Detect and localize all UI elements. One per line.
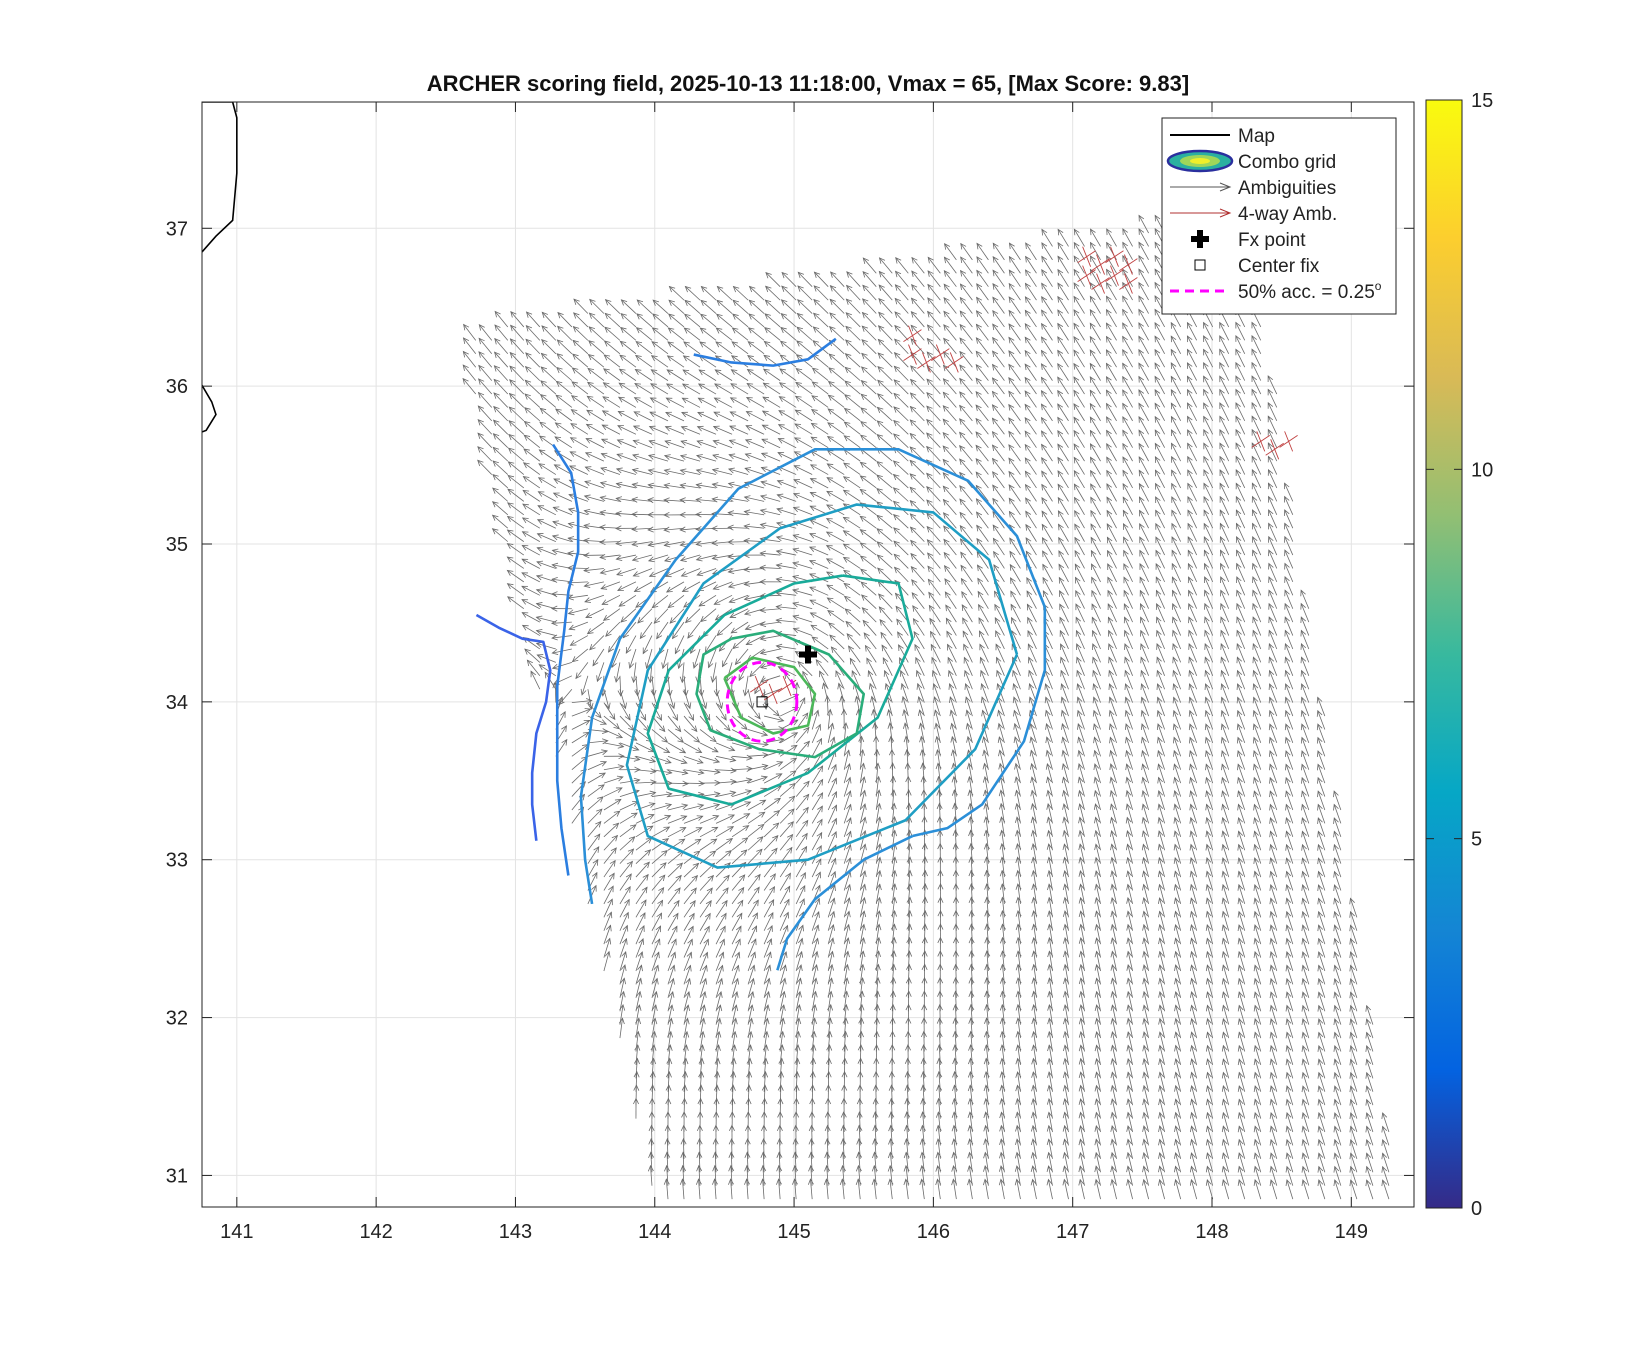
chart-title: ARCHER scoring field, 2025-10-13 11:18:0…	[427, 71, 1189, 96]
